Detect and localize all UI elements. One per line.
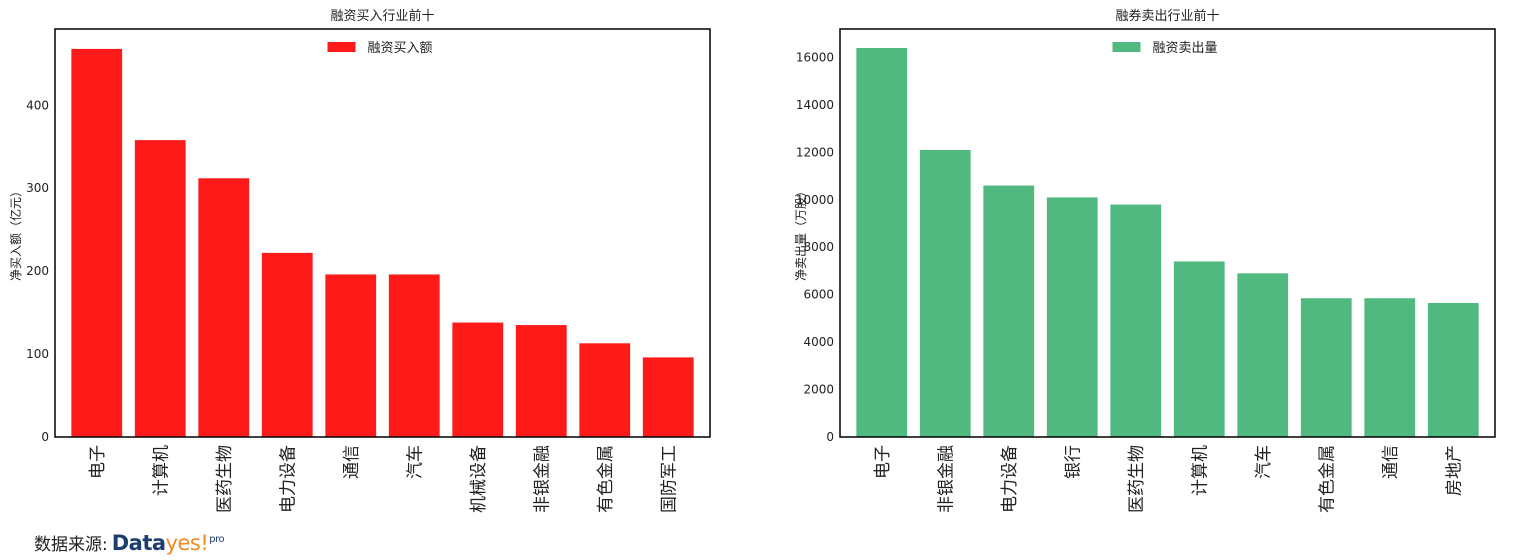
x-tick-label: 有色金属 [596,445,616,513]
x-tick-label: 汽车 [1254,445,1274,479]
y-tick-label: 16000 [796,50,834,64]
x-tick-label: 国防军工 [659,445,679,513]
bar [1173,261,1225,437]
chart-short-sell: 0 2000 4000 6000 8000 10000 12000 14000 16000 电子 非… [794,8,1496,513]
bar [325,274,377,437]
bar [388,274,440,437]
legend-label: 融资买入额 [368,41,433,56]
y-tick-label: 400 [26,98,49,112]
y-tick-label: 200 [26,264,49,278]
y-tick-label: 0 [41,430,49,444]
datayes-logo: Datayes!pro [111,531,225,555]
x-tick-label: 医药生物 [1127,445,1147,513]
y-tick-label: 2000 [803,383,834,397]
bar [983,185,1035,437]
data-source-label: 数据来源: [34,535,108,555]
bar [515,325,567,437]
x-tick-label: 电力设备 [1000,445,1020,513]
bar [1046,197,1098,437]
y-tick-label: 10000 [796,193,834,207]
bar [1300,298,1352,437]
legend-swatch [327,42,356,52]
x-tick-label: 有色金属 [1317,445,1337,513]
y-tick-label: 0 [826,430,834,444]
chart-title: 融券卖出行业前十 [1115,8,1219,24]
x-tick-label: 银行 [1063,445,1083,479]
bar [856,47,908,437]
legend-label: 融资卖出量 [1153,41,1218,56]
x-tick-label: 房地产 [1444,445,1464,496]
y-tick-label: 8000 [803,240,834,254]
bar [71,48,123,438]
bar [261,252,313,437]
bar [1110,204,1162,437]
x-tick-label: 计算机 [1190,445,1210,496]
x-tick-label: 非银金融 [532,445,552,513]
y-axis-label: 净卖出量（万股） [794,185,808,281]
x-tick-label: 机械设备 [469,445,489,513]
bar [579,343,631,437]
plot-frame [54,28,711,438]
bar [1427,302,1479,437]
y-tick-label: 12000 [796,145,834,159]
chart-margin-buy: 0 100 200 300 400 电子 计算机 医药生物 电力设备 通信 汽车 机械设备 非银金融 有色… [8,8,711,513]
bar [134,140,186,437]
legend-swatch [1112,42,1141,52]
y-tick-label: 4000 [803,335,834,349]
y-tick-label: 6000 [803,288,834,302]
y-axis-label: 净买入额（亿元） [8,185,23,281]
y-tick-label: 300 [26,181,49,195]
bar [919,149,971,437]
x-tick-label: 电子 [88,445,108,479]
bar [642,357,694,437]
bar [452,322,504,437]
bar [198,178,250,437]
x-tick-label: 汽车 [405,445,425,479]
bar [1237,273,1289,437]
x-tick-label: 计算机 [151,445,171,496]
charts-canvas: 0 100 200 300 400 电子 计算机 医药生物 电力设备 通信 汽车 机械设备 非银金融 有色… [8,8,1496,513]
x-tick-label: 电子 [873,445,893,479]
x-tick-label: 通信 [342,445,362,479]
x-tick-label: 电力设备 [278,445,298,513]
plot-frame [839,28,1496,438]
y-tick-label: 14000 [796,98,834,112]
bar [1364,298,1416,437]
x-tick-label: 通信 [1381,445,1401,479]
chart-title: 融资买入行业前十 [330,8,434,24]
data-source-footer: 数据来源: Datayes!pro [34,530,225,558]
x-tick-label: 医药生物 [215,445,235,513]
x-tick-label: 非银金融 [936,445,956,513]
y-tick-label: 100 [26,347,49,361]
